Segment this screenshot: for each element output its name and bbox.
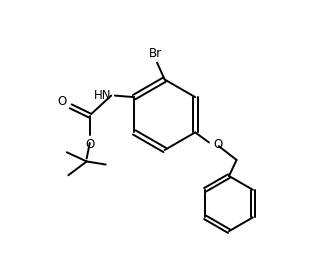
- Text: O: O: [57, 95, 66, 108]
- Text: O: O: [85, 138, 94, 151]
- Text: O: O: [214, 138, 223, 151]
- Text: HN: HN: [94, 89, 111, 102]
- Text: Br: Br: [149, 46, 162, 60]
